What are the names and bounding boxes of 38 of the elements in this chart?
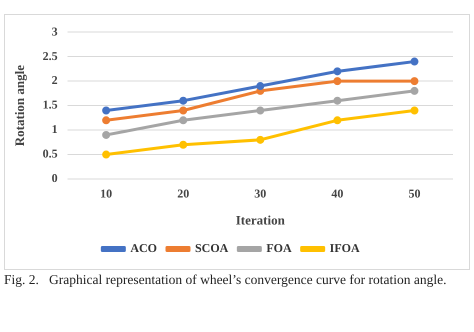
y-tick-label: 2 [52,73,58,88]
x-tick-label: 30 [254,186,266,200]
legend-label: SCOA [195,241,229,256]
legend-label: FOA [266,241,292,256]
point [333,116,342,124]
point [179,106,188,114]
x-tick-label: 10 [100,186,112,200]
y-tick-label: 0 [52,171,58,186]
point [410,86,418,95]
point [179,96,188,105]
x-tick-label: 50 [408,186,420,200]
point [410,58,418,66]
point [102,106,110,114]
y-tick-label: 2.5 [42,48,58,63]
point [256,106,264,114]
y-axis-title: Rotation angle [12,64,28,146]
y-tick-label: 1.5 [42,98,58,112]
point [256,82,264,90]
point [410,77,418,86]
point [102,130,110,139]
legend-label: ACO [130,241,158,256]
y-tick-label: 0.5 [42,146,58,161]
point [179,116,188,124]
x-tick-label: 40 [331,186,344,200]
point [102,150,110,159]
point [102,116,110,124]
point [333,67,342,76]
y-tick-label: 1 [52,122,58,136]
x-axis-title: Iteration [236,212,286,228]
x-tick-label: 20 [177,186,190,200]
caption: Fig. 2. Graphical representation of wheel’s convergence curve for rotation angle. [4,271,448,288]
y-tick-label: 3 [52,24,58,38]
point [333,77,342,86]
point [410,106,418,114]
point [333,96,342,105]
point [179,140,188,149]
point [256,136,264,144]
legend-label: IFOA [330,241,360,256]
